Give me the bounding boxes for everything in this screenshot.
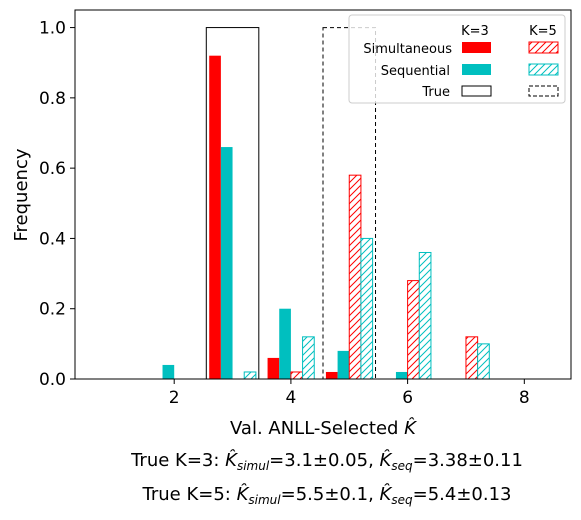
bar-simultaneous-k3-k3 [209,55,221,379]
bar-simultaneous-k5-k4 [290,371,304,380]
bar-sequential-k5-k7 [477,343,490,380]
caption-k3: True K=3: K̂simul=3.1±0.05, K̂seq=3.38±0… [130,450,523,473]
x-tick-label: 4 [285,388,296,408]
y-ticks: 0.0 0.2 0.4 0.6 0.8 1.0 [39,19,75,390]
bar-simultaneous-k5-k6 [407,280,420,380]
x-tick-label: 8 [519,388,530,408]
y-tick-label: 1.0 [39,19,66,39]
legend-swatch-sequential-k3 [462,64,491,75]
x-tick-label: 6 [402,388,413,408]
x-axis-label: Val. ANLL-Selected K̂ [230,418,417,439]
legend-col-k5: K=5 [529,24,557,39]
legend-swatch-simultaneous-k5 [528,41,559,54]
axes-frame [74,9,572,380]
bar-simultaneous-k5-k5 [348,174,362,380]
bar-sequential-k3-k6 [395,371,408,379]
bar-simultaneous-k5-k7 [465,336,479,380]
legend-swatch-true-k5 [528,85,559,97]
bar-sequential-k5-k5 [360,237,374,380]
bar-sequential-k3-k5 [337,350,350,379]
legend-swatch-sequential-k5 [528,63,559,76]
y-tick-label: 0.2 [39,300,66,320]
legend-frame [348,14,566,104]
bar-simultaneous-k3-k4 [267,357,280,379]
y-tick-label: 0.6 [39,159,66,179]
legend: K=3 K=5 Simultaneous Sequential True [348,14,566,104]
x-tick-label: 2 [169,388,180,408]
bar-sequential-k3-k3 [220,147,233,379]
bar-sequential-k5-k3 [243,371,257,380]
legend-row-true: True [421,85,450,100]
bars [162,55,490,380]
y-axis-label: Frequency [11,148,32,241]
bar-sequential-k5-k6 [418,251,432,380]
bar-sequential-k5-k4 [302,336,315,380]
legend-swatch-true-k3 [461,85,492,97]
caption-k5: True K=5: K̂simul=5.5±0.1, K̂seq=5.4±0.1… [142,484,512,507]
plot-area: 2 4 6 8 0.0 0.2 0.4 0.6 0.8 1.0 [39,9,572,408]
legend-col-k3: K=3 [461,24,489,39]
bar-sequential-k3-k2 [162,364,175,379]
bar-simultaneous-k3-k5 [325,371,338,379]
x-ticks: 2 4 6 8 [169,379,530,408]
legend-row-simultaneous: Simultaneous [363,42,452,57]
y-tick-label: 0.4 [39,229,66,249]
y-tick-label: 0.0 [39,370,66,390]
legend-row-sequential: Sequential [381,64,450,79]
bar-sequential-k3-k4 [279,308,291,379]
y-tick-label: 0.8 [39,89,66,109]
legend-swatch-simultaneous-k3 [462,42,491,53]
